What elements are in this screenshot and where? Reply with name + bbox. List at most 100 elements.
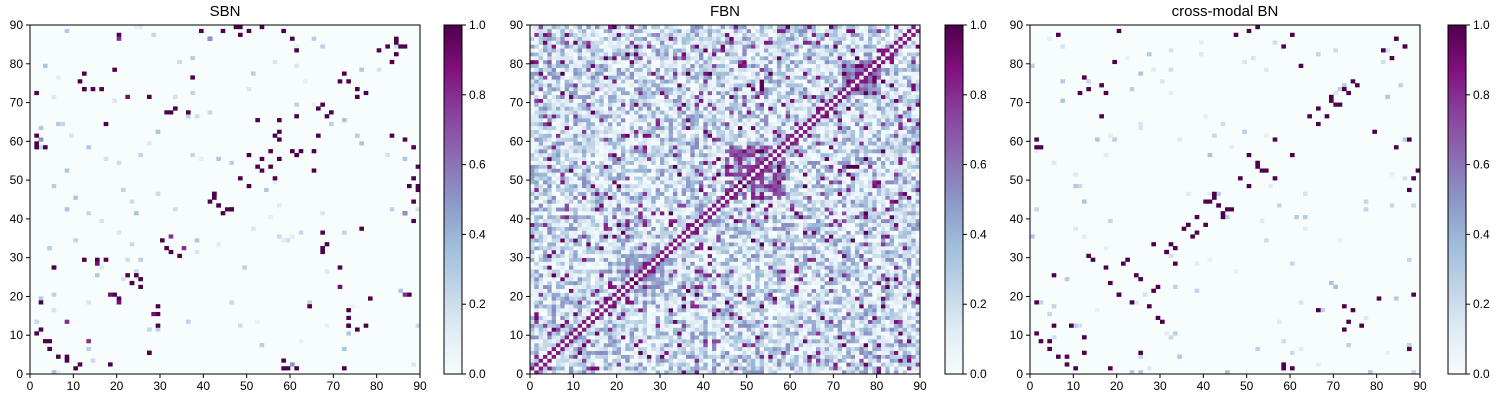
heatmap-cell <box>538 110 544 115</box>
heatmap-cell <box>733 52 739 57</box>
heatmap-cell <box>720 36 726 41</box>
heatmap-cell <box>655 71 661 76</box>
heatmap-cell <box>751 230 756 235</box>
heatmap-cell <box>590 172 596 177</box>
heatmap-cell <box>677 75 682 80</box>
heatmap-cell <box>664 288 669 293</box>
heatmap-cell <box>47 246 52 251</box>
heatmap-cell <box>673 98 678 103</box>
heatmap-cell <box>625 370 630 375</box>
heatmap-cell <box>543 180 548 185</box>
heatmap-cell <box>707 327 713 332</box>
heatmap-cell <box>651 370 656 375</box>
heatmap-cell <box>638 203 643 208</box>
heatmap-cell <box>603 114 609 119</box>
heatmap-cell <box>742 354 747 359</box>
heatmap-cell <box>738 277 743 282</box>
heatmap-cell <box>612 164 617 169</box>
heatmap-cell <box>569 59 574 65</box>
heatmap-cell <box>569 90 574 96</box>
heatmap-cell <box>738 211 743 216</box>
heatmap-cell <box>603 284 609 289</box>
heatmap-cell <box>655 36 661 41</box>
heatmap-cell <box>608 152 613 158</box>
heatmap-cell <box>673 44 678 49</box>
heatmap-cell <box>625 172 630 177</box>
heatmap-cell <box>742 118 747 123</box>
heatmap-cell <box>586 273 591 278</box>
heatmap-cell <box>660 370 665 375</box>
heatmap-cell <box>681 125 687 130</box>
heatmap-cell <box>742 176 747 181</box>
heatmap-cell <box>582 207 587 212</box>
heatmap-cell <box>655 292 661 297</box>
y-tick-label: 0 <box>16 367 23 381</box>
heatmap-cell <box>647 261 652 266</box>
heatmap-cell <box>746 28 752 34</box>
heatmap-cell <box>538 25 544 30</box>
heatmap-cell <box>664 28 669 34</box>
heatmap-cell <box>725 187 730 193</box>
heatmap-cell <box>629 288 635 293</box>
heatmap-cell <box>569 362 574 367</box>
heatmap-cell <box>599 160 604 165</box>
heatmap-cell <box>725 339 730 344</box>
heatmap-cell <box>720 335 726 340</box>
heatmap-cell <box>556 308 561 313</box>
heatmap-cell <box>556 71 561 76</box>
heatmap-cell <box>595 87 600 92</box>
heatmap-cell <box>716 195 721 200</box>
heatmap-cell <box>629 63 635 68</box>
heatmap-cell <box>590 238 596 243</box>
heatmap-cell <box>603 102 609 107</box>
heatmap-cell <box>612 94 617 99</box>
heatmap-cell <box>647 180 652 185</box>
heatmap-cell <box>590 335 596 340</box>
heatmap-cell <box>651 346 656 352</box>
heatmap-cell <box>690 284 695 289</box>
heatmap-cell <box>603 346 609 352</box>
heatmap-cell <box>590 218 596 224</box>
heatmap-cell <box>707 110 713 115</box>
heatmap-cell <box>608 183 613 189</box>
heatmap-cell <box>690 94 695 99</box>
heatmap-cell <box>543 114 548 119</box>
heatmap-cell <box>694 242 700 247</box>
heatmap-cell <box>534 323 539 328</box>
heatmap-cell <box>590 183 596 189</box>
heatmap-cell <box>608 339 613 344</box>
heatmap-cell <box>590 226 596 231</box>
heatmap-cell <box>621 156 626 162</box>
heatmap-cell <box>677 32 682 37</box>
heatmap-cell <box>746 87 752 92</box>
heatmap-cell <box>668 296 674 301</box>
heatmap-cell <box>398 288 403 293</box>
heatmap-cell <box>677 358 682 363</box>
heatmap-cell <box>608 366 613 371</box>
heatmap-cell <box>686 129 691 134</box>
heatmap-cell <box>350 304 356 309</box>
heatmap-cell <box>616 218 622 224</box>
heatmap-cell <box>668 331 674 336</box>
heatmap-cell <box>407 183 412 189</box>
heatmap-cell <box>673 253 678 258</box>
heatmap-cell <box>686 362 691 367</box>
heatmap-cell <box>551 145 557 150</box>
heatmap-cell <box>569 226 574 231</box>
heatmap-cell <box>746 36 752 41</box>
heatmap-cell <box>746 191 752 196</box>
heatmap-cell <box>616 265 622 270</box>
heatmap-cell <box>590 370 596 375</box>
heatmap-cell <box>569 32 574 37</box>
heatmap-cell <box>612 40 617 45</box>
heatmap-cell <box>690 187 695 193</box>
heatmap-cell <box>577 164 583 169</box>
heatmap-cell <box>668 102 674 107</box>
heatmap-cell <box>668 172 674 177</box>
y-tick-label: 10 <box>10 328 24 342</box>
heatmap-cell <box>629 277 635 282</box>
heatmap-cell <box>638 172 643 177</box>
heatmap-cell <box>729 67 734 72</box>
heatmap-cell <box>660 218 665 224</box>
heatmap-cell <box>673 350 678 355</box>
